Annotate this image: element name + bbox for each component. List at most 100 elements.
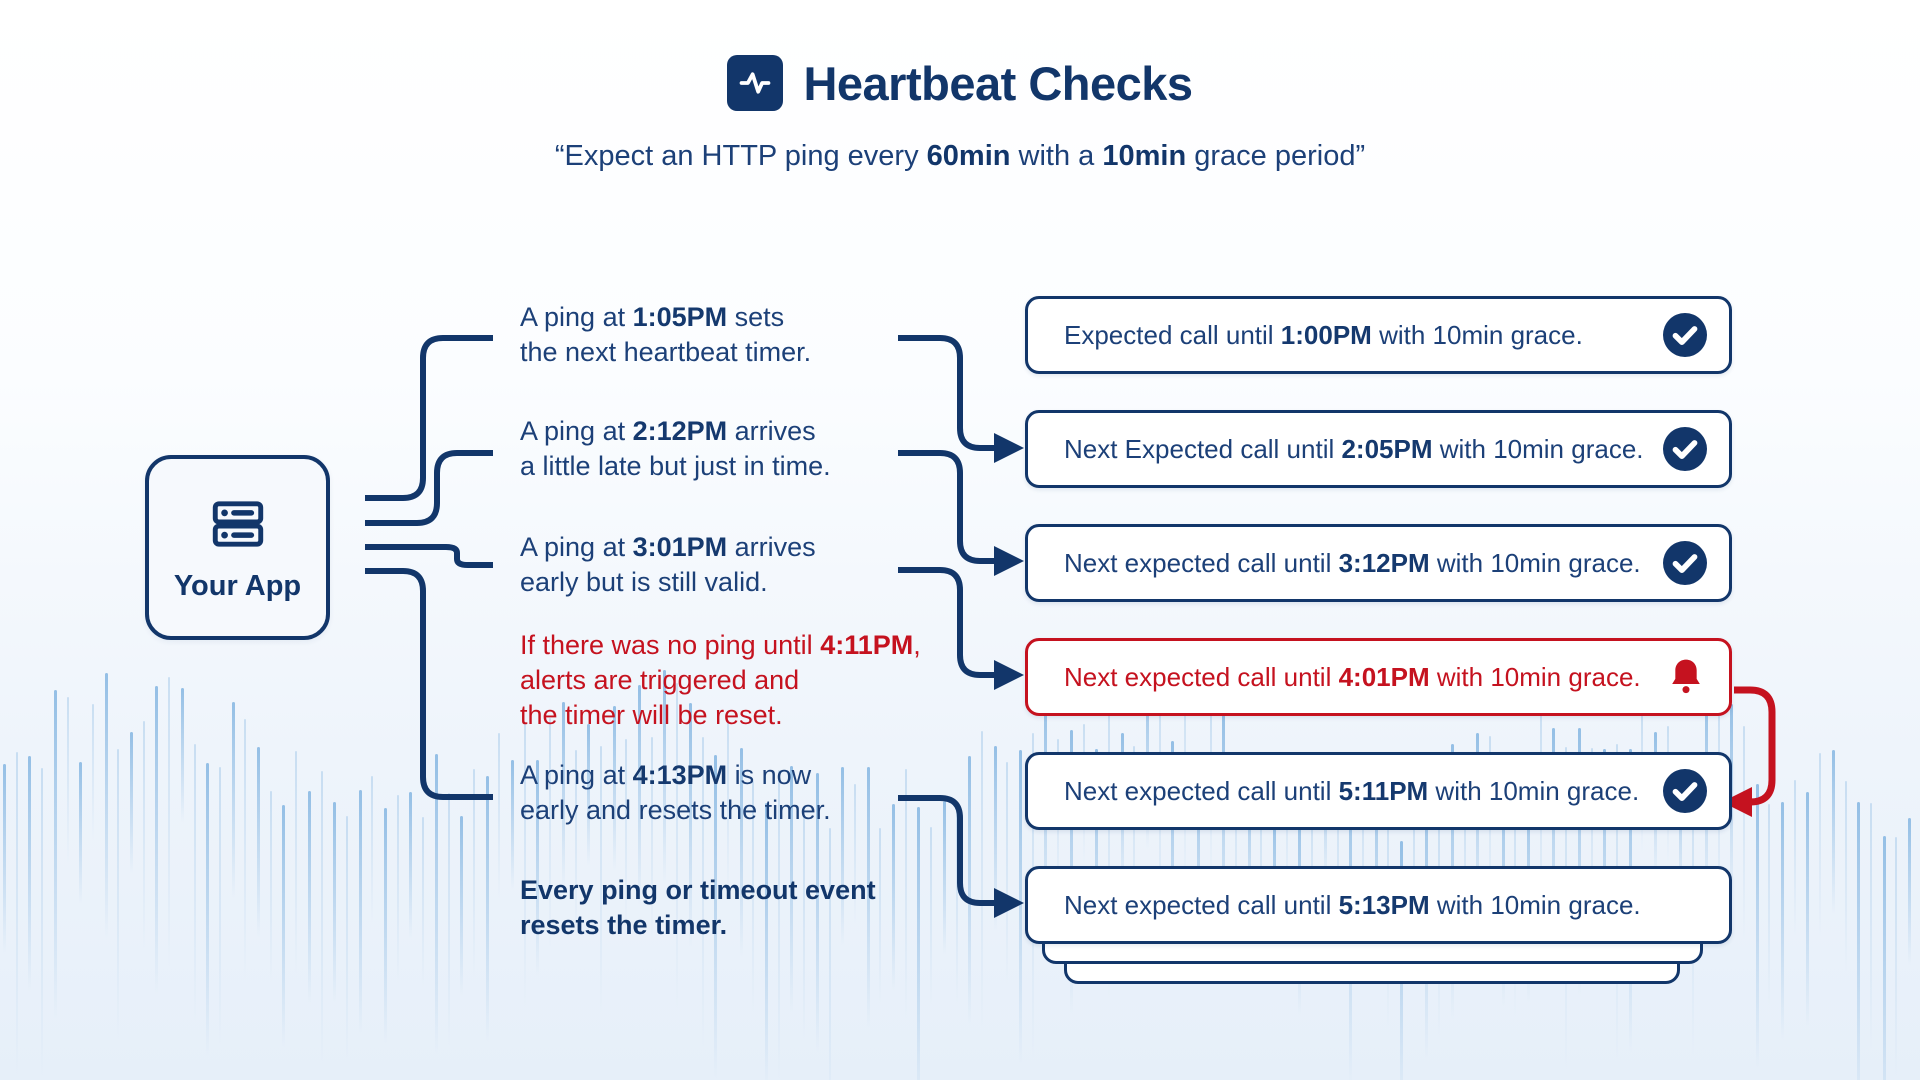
status-text: Next Expected call until 2:05PM with 10m… [1064, 433, 1644, 464]
connector-annotation5-to-box6 [898, 795, 996, 906]
connector-annotation2-to-box3 [898, 450, 996, 564]
waveform-bar [91, 704, 94, 841]
waveform-bar [460, 816, 464, 997]
waveform-bar [917, 806, 921, 1080]
waveform-bar [688, 703, 692, 949]
waveform-bar [1793, 780, 1796, 936]
status-text: Next expected call until 3:12PM with 10m… [1064, 547, 1641, 578]
waveform-bar [180, 687, 184, 824]
waveform-bar [422, 817, 425, 988]
annotation-timeout-411: If there was no ping until 4:11PM, alerts… [520, 630, 921, 730]
waveform-bar [1590, 748, 1593, 944]
waveform-bar [1107, 705, 1110, 1001]
waveform-bar [295, 751, 298, 974]
waveform-bar [853, 783, 856, 924]
waveform-bar [1196, 755, 1200, 975]
waveform-bar [1844, 780, 1847, 972]
waveform-bar [130, 731, 133, 875]
page-title: Heartbeat Checks [803, 56, 1193, 110]
waveform-bar [1819, 753, 1822, 938]
waveform-bar [1755, 784, 1759, 1071]
waveform-bar [41, 767, 44, 1080]
waveform-bar [701, 737, 704, 1047]
waveform-bar [117, 748, 120, 1041]
your-app-node: Your App [145, 455, 330, 640]
waveform-bar [142, 721, 145, 951]
waveform-bar [498, 732, 501, 902]
waveform-bar [663, 669, 667, 885]
arrowhead-box4 [994, 660, 1024, 690]
waveform-bar [1908, 817, 1911, 966]
waveform-bar [955, 808, 958, 1006]
waveform-bar [714, 754, 718, 1080]
waveform-bar [1247, 767, 1251, 923]
waveform-bar [447, 792, 450, 1047]
waveform-bar [803, 817, 806, 1040]
waveform-bar [104, 673, 108, 939]
status-text: Next expected call until 5:11PM with 10m… [1064, 775, 1640, 806]
waveform-bar [841, 767, 845, 947]
waveform-bar [1857, 801, 1861, 1080]
annotation-ping-212: A ping at 2:12PM arrives a little late bu… [520, 416, 831, 481]
connector-annotation1-to-box2 [898, 335, 996, 451]
server-icon [207, 493, 269, 560]
annotation-ping-105: A ping at 1:05PM sets the next heartbeat … [520, 302, 812, 367]
status-box: Next expected call until 3:12PM with 10m… [1025, 524, 1732, 602]
connector-app-to-annotation-2 [365, 450, 493, 526]
waveform-bar [434, 754, 438, 1055]
connector-app-to-annotation-1 [365, 335, 493, 501]
waveform-bar [371, 776, 374, 924]
waveform-bar [574, 750, 577, 937]
waveform-bar [193, 744, 196, 1022]
waveform-bar [1133, 746, 1136, 942]
waveform-bar [599, 746, 602, 1014]
waveform-bar [345, 816, 348, 1064]
arrowhead-box6 [994, 888, 1024, 918]
waveform-bar [828, 828, 831, 1080]
waveform-bar [866, 766, 870, 1030]
waveform-bar [930, 826, 933, 1006]
status-box: Next expected call until 5:13PM with 10m… [1025, 866, 1732, 944]
waveform-bar [1768, 804, 1771, 1007]
waveform-bar [1552, 728, 1556, 964]
waveform-bar [396, 794, 399, 984]
waveform-bar [892, 803, 895, 991]
waveform-bar [409, 791, 413, 938]
waveform-bar [79, 762, 83, 905]
status-box: Next expected call until 5:11PM with 10m… [1025, 752, 1732, 830]
connector-app-to-annotation-5 [365, 568, 493, 800]
waveform-bar [53, 689, 57, 1020]
waveform-bar [676, 683, 679, 1012]
waveform-bar [752, 781, 755, 1013]
annotation-ping-301: A ping at 3:01PM arrives early but is sti… [520, 532, 816, 597]
waveform-bar [612, 706, 616, 871]
waveform-bar [1361, 782, 1364, 944]
status-text: Expected call until 1:00PM with 10min gr… [1064, 319, 1583, 350]
waveform-bar [333, 802, 337, 1004]
waveform-bar [625, 739, 628, 928]
waveform-bar [1603, 749, 1607, 979]
waveform-bar [1831, 749, 1835, 914]
status-text: Next expected call until 4:01PM with 10m… [1064, 661, 1641, 692]
waveform-bar [739, 748, 743, 957]
waveform-bar [218, 766, 221, 1046]
waveform-bar [485, 775, 489, 1042]
waveform-bar [1171, 741, 1175, 987]
annotation-ping-413: A ping at 4:13PM is now early and resets … [520, 760, 831, 825]
waveform-bar [638, 685, 641, 907]
status-box: Next Expected call until 2:05PM with 10m… [1025, 410, 1732, 488]
waveform-bar [231, 701, 235, 900]
check-icon [1663, 427, 1707, 471]
waveform-bar [523, 723, 526, 1009]
waveform-bar [1781, 801, 1784, 1041]
waveform-bar [561, 701, 565, 891]
waveform-bar [257, 747, 260, 937]
waveform-bar [1006, 761, 1009, 987]
waveform-bar [549, 717, 552, 950]
waveform-bar [15, 751, 18, 1080]
check-icon [1663, 313, 1707, 357]
waveform-bar [307, 790, 311, 1004]
waveform-bar [384, 808, 387, 1044]
